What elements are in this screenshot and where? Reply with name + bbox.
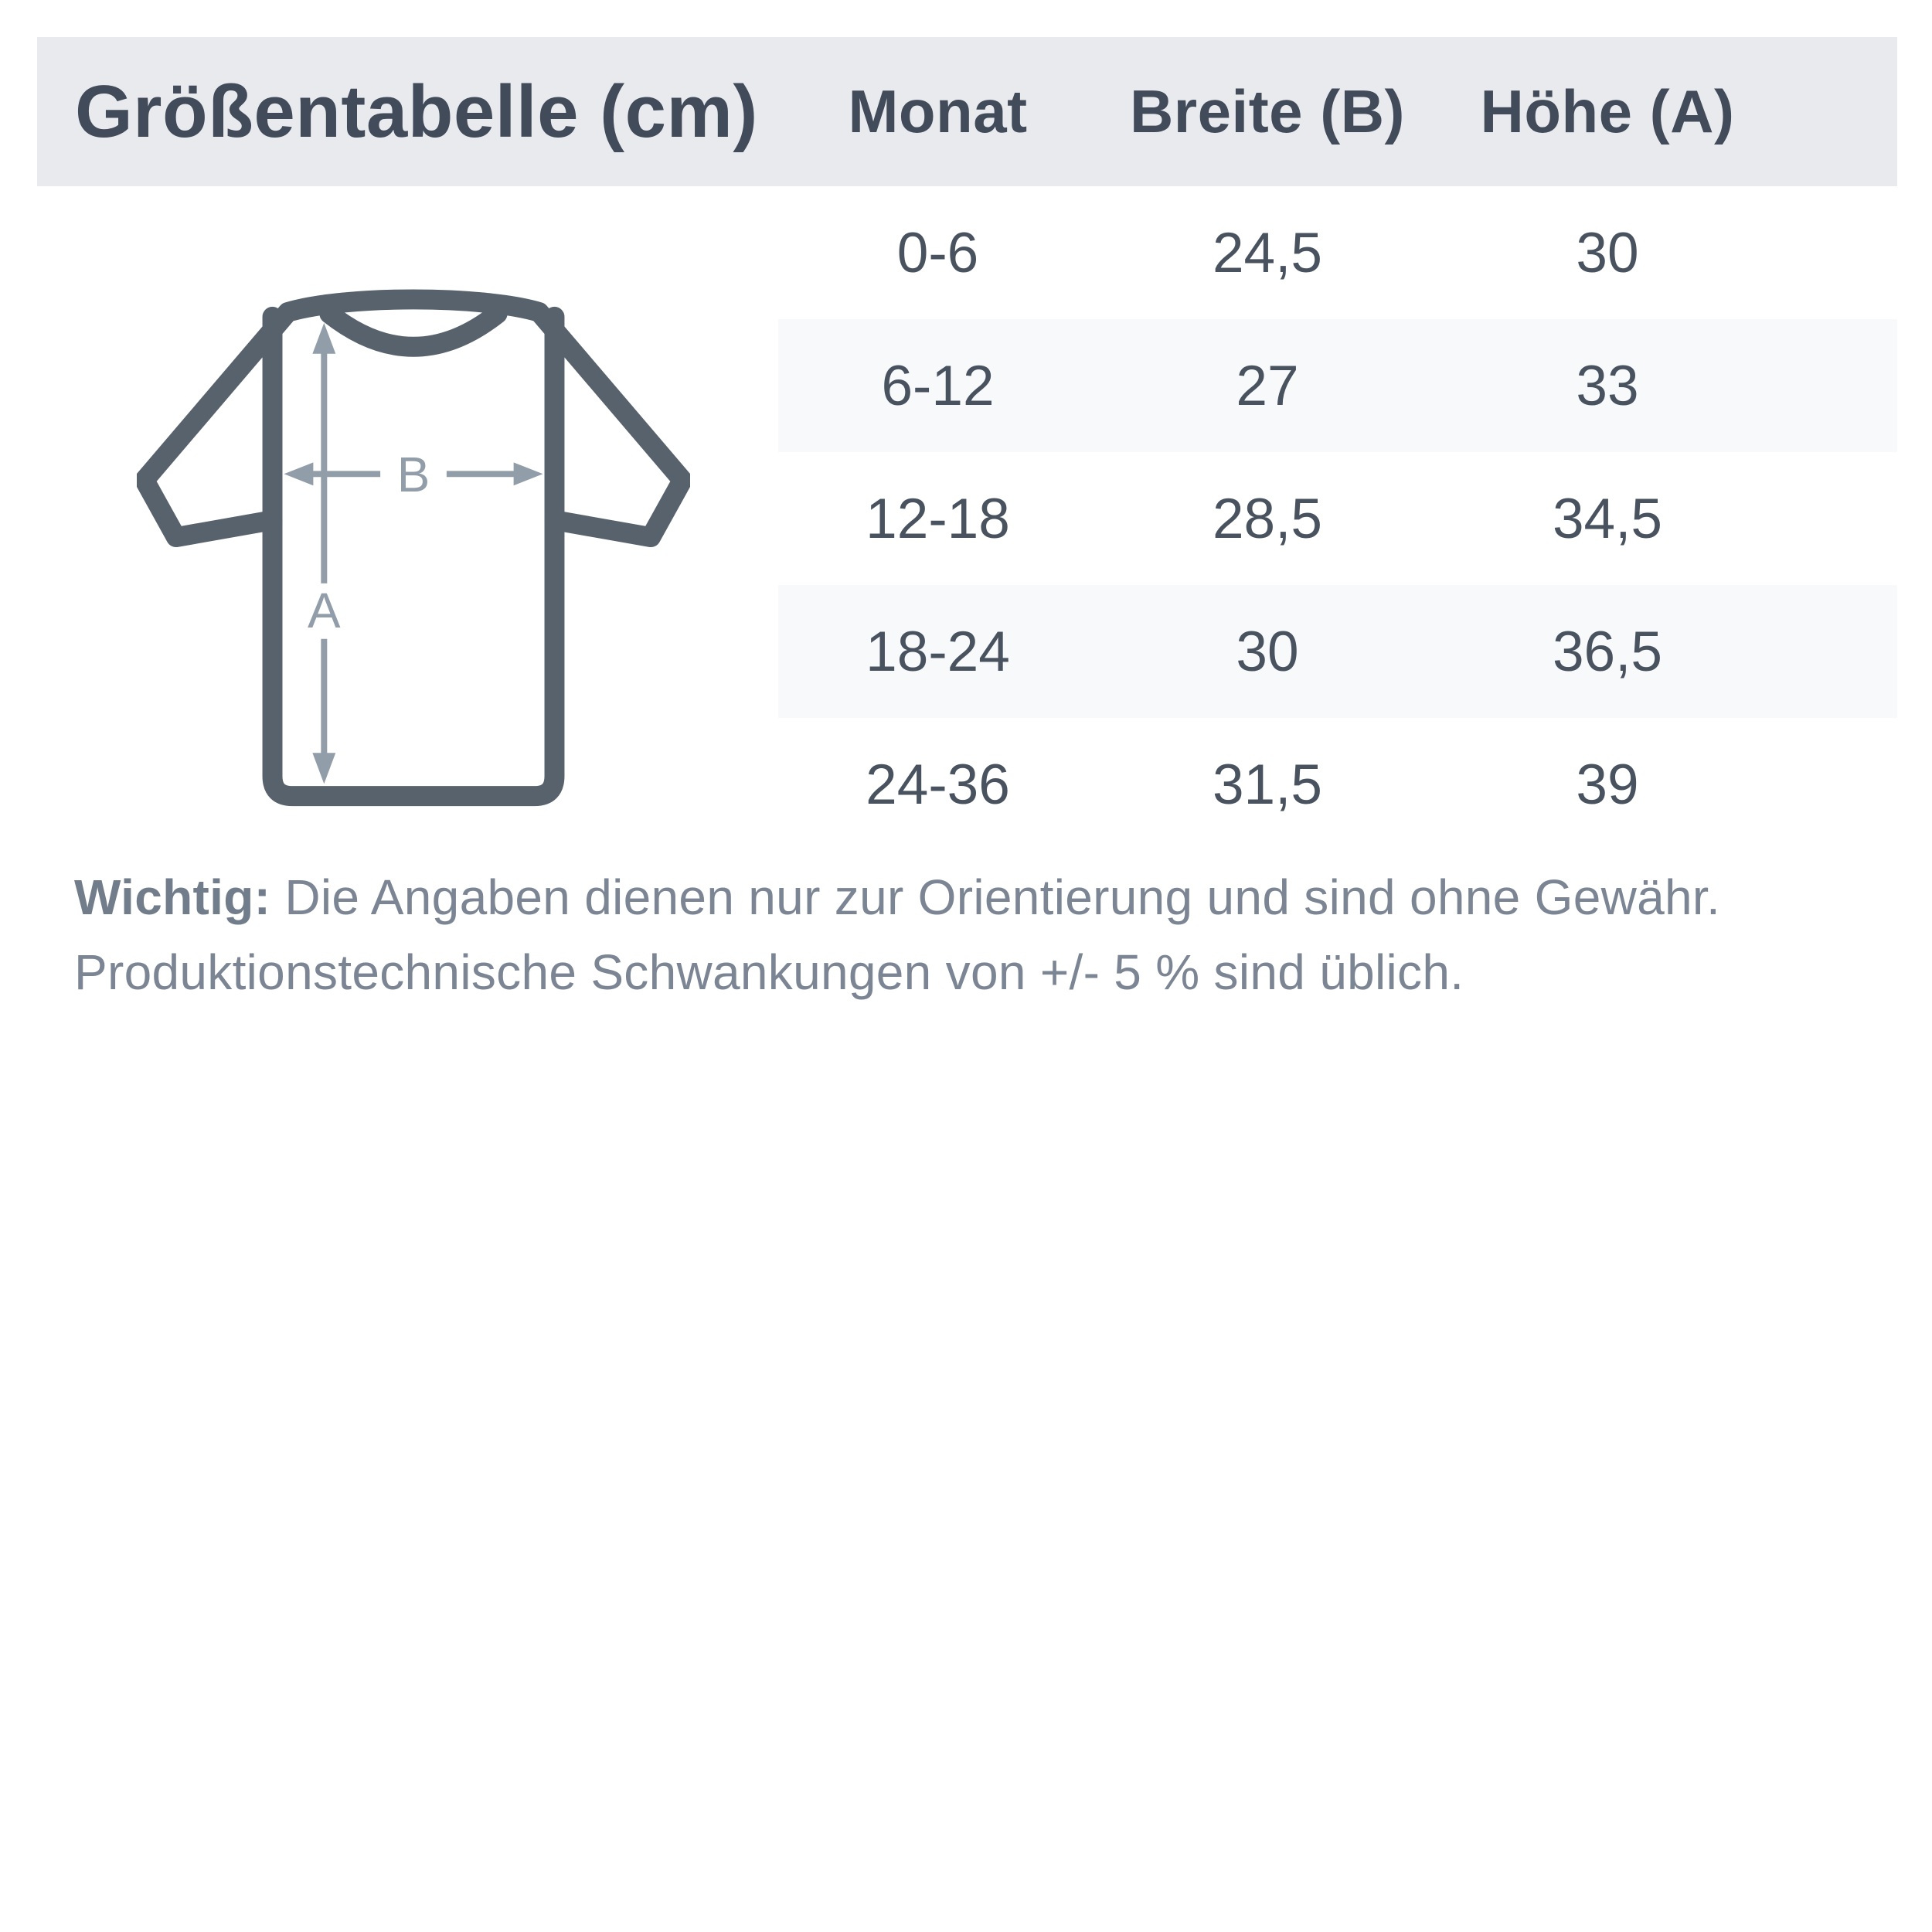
table-header-row: Größentabelle (cm) Monat Breite (B) Höhe… — [37, 37, 1897, 186]
width-label: B — [397, 447, 430, 502]
cell-hoehe: 36,5 — [1437, 585, 1777, 718]
tshirt-collar — [319, 303, 508, 357]
cell-hoehe: 39 — [1437, 718, 1777, 851]
col-header-filler — [1777, 37, 1897, 186]
tshirt-diagram-icon: A B — [137, 289, 690, 806]
cell-monat: 12-18 — [778, 452, 1097, 585]
cell-hoehe: 34,5 — [1437, 452, 1777, 585]
table-row: 24-36 31,5 39 — [37, 718, 1897, 851]
table-title: Größentabelle (cm) — [37, 37, 778, 186]
col-header-breite: Breite (B) — [1097, 37, 1437, 186]
height-label: A — [308, 582, 341, 638]
cell-filler — [1777, 718, 1897, 851]
cell-filler — [1777, 452, 1897, 585]
cell-breite: 30 — [1097, 585, 1437, 718]
table-row: 18-24 30 36,5 — [37, 585, 1897, 718]
arrowhead-down — [312, 752, 336, 784]
cell-monat: 24-36 — [778, 718, 1097, 851]
table-row: A B 0-6 24,5 30 — [37, 186, 1897, 851]
cell-breite: 31,5 — [1097, 718, 1437, 851]
disclaimer-line-2: Produktionstechnische Schwankungen von +… — [74, 935, 1875, 1010]
cell-breite: 27 — [1097, 319, 1437, 452]
cell-filler — [1777, 186, 1897, 319]
cell-monat: 0-6 — [778, 186, 1097, 319]
cell-breite: 24,5 — [1097, 186, 1437, 319]
tshirt-diagram-cell: A B — [37, 186, 778, 851]
cell-hoehe: 30 — [1437, 186, 1777, 319]
cell-monat: 6-12 — [778, 319, 1097, 452]
disclaimer-text-2: Produktionstechnische Schwankungen von +… — [74, 944, 1464, 1000]
table-row: 12-18 28,5 34,5 — [37, 452, 1897, 585]
cell-breite: 28,5 — [1097, 452, 1437, 585]
tshirt-outline — [137, 289, 690, 806]
disclaimer-note: Wichtig: Die Angaben dienen nur zur Orie… — [74, 860, 1875, 1010]
cell-hoehe: 33 — [1437, 319, 1777, 452]
arrowhead-right — [513, 461, 543, 485]
arrowhead-up — [312, 322, 336, 354]
disclaimer-label: Wichtig: — [74, 869, 271, 925]
disclaimer-text-1: Die Angaben dienen nur zur Orientierung … — [284, 869, 1721, 925]
col-header-hoehe: Höhe (A) — [1437, 37, 1777, 186]
arrowhead-left — [284, 461, 314, 485]
col-header-monat: Monat — [778, 37, 1097, 186]
size-chart-table: Größentabelle (cm) Monat Breite (B) Höhe… — [37, 37, 1897, 851]
cell-filler — [1777, 585, 1897, 718]
disclaimer-line-1: Wichtig: Die Angaben dienen nur zur Orie… — [74, 860, 1875, 935]
cell-monat: 18-24 — [778, 585, 1097, 718]
cell-filler — [1777, 319, 1897, 452]
table-row: 6-12 27 33 — [37, 319, 1897, 452]
